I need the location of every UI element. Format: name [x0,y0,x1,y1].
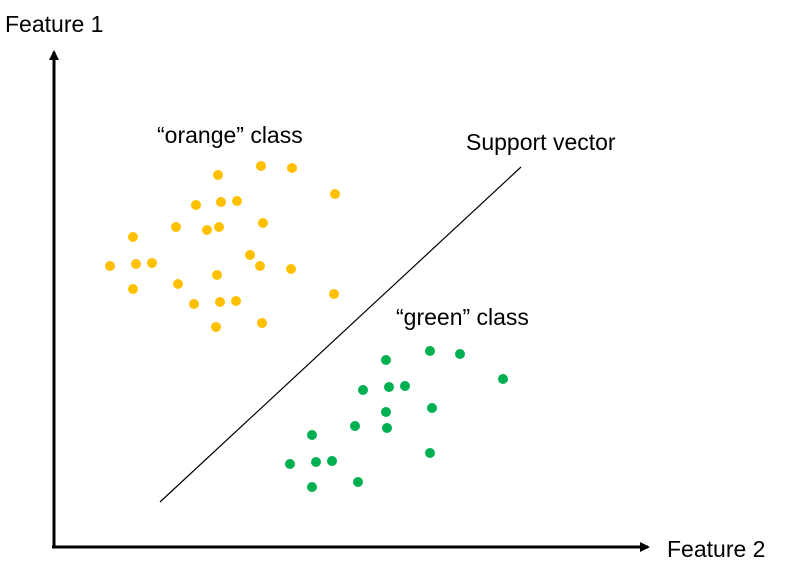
green-point [381,355,391,365]
green-point [425,346,435,356]
orange-point [232,196,242,206]
orange-point [330,189,340,199]
orange-point [189,299,199,309]
green-point [358,385,368,395]
orange-point [171,222,181,232]
green-point [350,421,360,431]
orange-point [215,297,225,307]
orange-point [213,170,223,180]
green-point [427,403,437,413]
green-point [307,482,317,492]
orange-point [245,250,255,260]
green-class-points [285,346,508,492]
support-vector-label: Support vector [466,129,616,155]
orange-class-points [105,161,340,332]
orange-point [258,218,268,228]
orange-point [287,163,297,173]
green-point [425,448,435,458]
orange-point [105,261,115,271]
orange-point [128,284,138,294]
green-point [285,459,295,469]
support-vector-line [159,166,522,503]
green-point [384,382,394,392]
orange-point [286,264,296,274]
green-point [311,457,321,467]
y-axis-label: Feature 1 [5,11,103,37]
green-point [382,423,392,433]
green-point [307,430,317,440]
green-point [353,477,363,487]
green-point [327,456,337,466]
orange-point [231,296,241,306]
orange-point [202,225,212,235]
orange-point [147,258,157,268]
green-point [400,381,410,391]
green-point [498,374,508,384]
orange-point [131,259,141,269]
orange-point [128,232,138,242]
green-point [381,407,391,417]
orange-point [173,279,183,289]
orange-point [256,161,266,171]
orange-point [214,222,224,232]
orange-class-label: “orange” class [157,122,303,148]
orange-point [191,200,201,210]
orange-point [329,289,339,299]
orange-point [255,261,265,271]
orange-point [211,322,221,332]
green-class-label: “green” class [396,304,529,330]
x-axis-label: Feature 2 [667,536,765,562]
orange-point [257,318,267,328]
orange-point [216,197,226,207]
green-point [455,349,465,359]
orange-point [212,270,222,280]
